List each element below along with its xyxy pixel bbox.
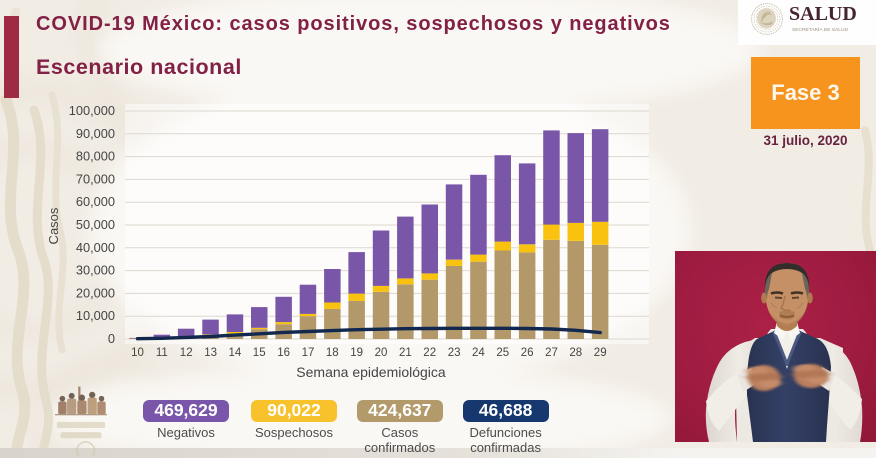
svg-text:21: 21 <box>399 347 412 359</box>
svg-text:70,000: 70,000 <box>76 171 115 186</box>
svg-text:28: 28 <box>569 347 582 359</box>
svg-text:11: 11 <box>156 347 168 359</box>
svg-text:15: 15 <box>253 347 266 359</box>
svg-text:40,000: 40,000 <box>76 240 115 255</box>
svg-text:26: 26 <box>521 347 534 359</box>
svg-text:60,000: 60,000 <box>76 194 115 209</box>
svg-text:16: 16 <box>277 347 290 359</box>
svg-text:17: 17 <box>302 347 315 359</box>
svg-text:25: 25 <box>496 347 509 359</box>
svg-text:50,000: 50,000 <box>76 217 115 232</box>
svg-text:12: 12 <box>180 347 193 359</box>
svg-text:22: 22 <box>423 347 436 359</box>
svg-text:90,000: 90,000 <box>76 126 115 141</box>
svg-text:0: 0 <box>108 331 115 346</box>
svg-text:20,000: 20,000 <box>76 285 115 300</box>
svg-text:14: 14 <box>229 347 242 359</box>
svg-text:80,000: 80,000 <box>76 149 115 164</box>
svg-text:29: 29 <box>594 347 607 359</box>
svg-text:19: 19 <box>350 347 363 359</box>
svg-text:13: 13 <box>204 347 217 359</box>
svg-text:10: 10 <box>131 347 144 359</box>
svg-text:Casos: Casos <box>46 207 61 244</box>
svg-text:30,000: 30,000 <box>76 263 115 278</box>
svg-text:10,000: 10,000 <box>76 308 115 323</box>
svg-text:100,000: 100,000 <box>69 103 115 118</box>
svg-text:18: 18 <box>326 347 339 359</box>
svg-text:23: 23 <box>448 347 461 359</box>
svg-text:24: 24 <box>472 347 485 359</box>
svg-text:SECRETARÍA DE SALUD: SECRETARÍA DE SALUD <box>792 26 849 32</box>
svg-text:Semana epidemiológica: Semana epidemiológica <box>296 364 446 380</box>
svg-text:27: 27 <box>545 347 558 359</box>
svg-text:20: 20 <box>375 347 388 359</box>
